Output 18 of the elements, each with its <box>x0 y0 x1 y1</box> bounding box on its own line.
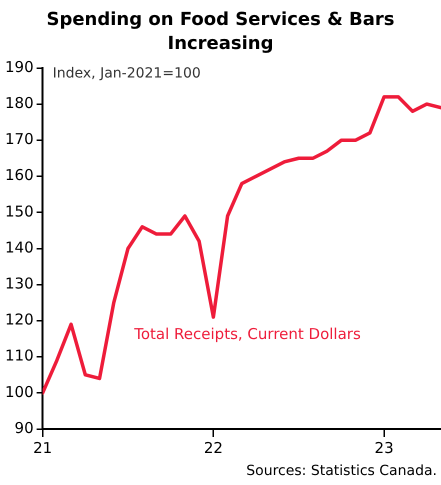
y-tick-label: 120 <box>4 310 34 329</box>
y-tick-label: 190 <box>4 58 34 76</box>
y-axis-title: Index, Jan-2021=100 <box>52 66 201 82</box>
y-tick-label: 90 <box>14 418 34 437</box>
y-tick-label: 140 <box>4 238 34 256</box>
y-tick-label: 130 <box>4 274 34 292</box>
y-tick-label: 110 <box>4 346 34 365</box>
y-tick-label: 150 <box>4 202 34 220</box>
x-tick-label: 23 <box>374 438 394 457</box>
x-tick-label: 21 <box>33 438 52 457</box>
y-tick-label: 170 <box>4 130 34 148</box>
y-tick-label: 160 <box>4 166 34 184</box>
series-label: Total Receipts, Current Dollars <box>133 325 361 344</box>
chart-title: Spending on Food Services & Bars Increasing <box>45 8 396 56</box>
x-tick-label: 22 <box>204 438 223 457</box>
y-tick-label: 100 <box>4 382 34 401</box>
y-tick-label: 180 <box>4 94 34 112</box>
source-note: Sources: Statistics Canada. <box>245 463 438 479</box>
